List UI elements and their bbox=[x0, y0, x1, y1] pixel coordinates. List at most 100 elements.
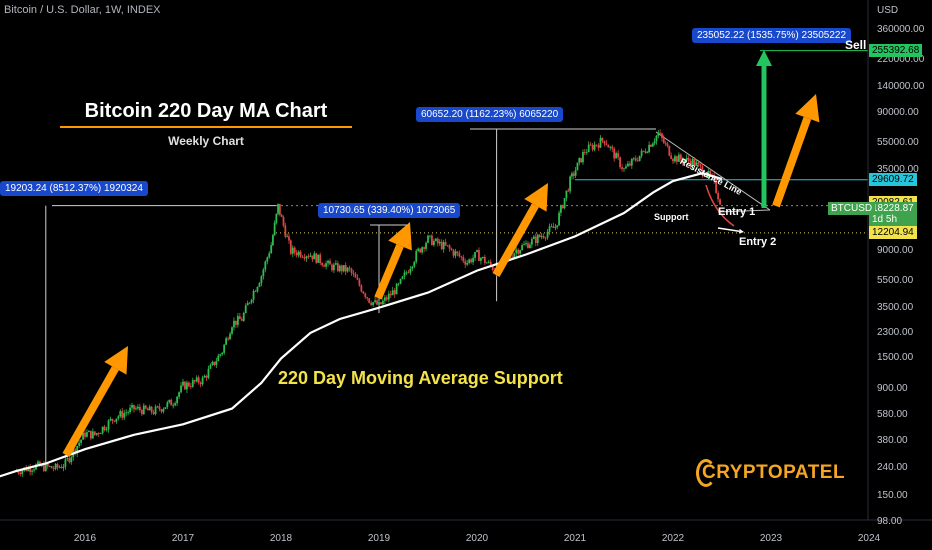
candle-body bbox=[540, 236, 543, 238]
candle-body bbox=[591, 145, 594, 150]
candle-body bbox=[193, 380, 196, 382]
candle-body bbox=[329, 260, 331, 265]
candle-body bbox=[625, 166, 627, 169]
candle-body bbox=[460, 256, 463, 258]
candle-body bbox=[415, 250, 418, 262]
candle-body bbox=[286, 236, 289, 238]
candle-body bbox=[603, 140, 606, 144]
candle-body bbox=[429, 235, 431, 237]
entry-triangle-base bbox=[717, 209, 771, 213]
candle-body bbox=[421, 247, 424, 253]
candle-body bbox=[593, 144, 596, 150]
candle-body bbox=[530, 238, 533, 245]
candle-body bbox=[317, 254, 320, 263]
candle-body bbox=[142, 405, 145, 415]
candle-body bbox=[50, 466, 53, 469]
orange-arrow-2019 bbox=[374, 222, 412, 300]
candle-body bbox=[235, 320, 237, 325]
candle-body bbox=[109, 418, 112, 421]
candle-body bbox=[309, 255, 312, 257]
y-tick-label: 150.00 bbox=[877, 490, 908, 502]
candle-body bbox=[595, 144, 598, 146]
candle-body bbox=[578, 158, 581, 163]
candle-body bbox=[571, 173, 573, 177]
y-axis-unit: USD bbox=[877, 5, 899, 16]
candle-body bbox=[164, 407, 167, 409]
candle-body bbox=[427, 235, 429, 243]
candle-body bbox=[454, 251, 457, 256]
candle-body bbox=[436, 238, 439, 244]
y-tick-label: 240.00 bbox=[877, 462, 908, 474]
y-tick-label: 2300.00 bbox=[877, 326, 914, 338]
candle-body bbox=[683, 160, 686, 163]
candle-body bbox=[348, 267, 351, 269]
candle-body bbox=[201, 377, 204, 385]
candle-body bbox=[113, 420, 116, 422]
candle-body bbox=[213, 361, 216, 366]
y-tick-label: 360000.00 bbox=[877, 24, 925, 35]
candle-body bbox=[223, 344, 226, 353]
y-tick-label: 5500.00 bbox=[877, 274, 914, 286]
candle-body bbox=[438, 241, 441, 244]
candle-body bbox=[197, 377, 200, 383]
y-tick-label: 140000.00 bbox=[877, 80, 925, 92]
candle-body bbox=[434, 238, 437, 241]
candle-body bbox=[679, 154, 682, 160]
candle-body bbox=[567, 190, 570, 192]
candle-body bbox=[180, 385, 182, 393]
candle-body bbox=[131, 404, 133, 408]
candle-body bbox=[215, 361, 218, 366]
candle-body bbox=[374, 300, 376, 303]
candle-body bbox=[313, 253, 316, 260]
white-projection-arrow bbox=[717, 227, 744, 234]
candle-body bbox=[115, 418, 118, 422]
candle-body bbox=[619, 157, 621, 168]
candle-body bbox=[676, 156, 678, 162]
candle-body bbox=[170, 399, 173, 406]
candle-body bbox=[707, 171, 710, 177]
y-tick-label: 3500.00 bbox=[877, 301, 914, 313]
candle-body bbox=[293, 247, 296, 253]
candle-body bbox=[380, 302, 382, 305]
candle-body bbox=[693, 158, 696, 166]
candle-body bbox=[123, 413, 126, 418]
sell-label: Sell bbox=[845, 38, 867, 52]
candle-body bbox=[358, 279, 361, 286]
candle-body bbox=[585, 151, 588, 153]
candle-body bbox=[356, 277, 359, 280]
candle-body bbox=[95, 433, 98, 435]
candle-body bbox=[129, 407, 131, 413]
candle-body bbox=[346, 267, 349, 272]
symbol-title: Bitcoin / U.S. Dollar, 1W, INDEX bbox=[4, 4, 161, 16]
candle-body bbox=[297, 251, 300, 256]
brand-name: CRYPTOPATEL bbox=[702, 462, 846, 483]
candle-body bbox=[37, 461, 39, 465]
candle-body bbox=[709, 171, 712, 175]
price-tag-symbol: BTCUSD bbox=[831, 202, 873, 214]
candle-body bbox=[178, 392, 180, 397]
candle-body bbox=[432, 240, 435, 246]
candle-body bbox=[609, 146, 612, 148]
candle-body bbox=[246, 303, 249, 306]
candle-body bbox=[315, 253, 318, 263]
bar-countdown: 1d 5h bbox=[872, 213, 898, 225]
x-tick-label: 2024 bbox=[857, 533, 881, 544]
red-projection-path bbox=[705, 184, 735, 227]
x-tick-label: 2022 bbox=[661, 533, 685, 544]
candle-body bbox=[56, 464, 59, 468]
y-tick-label: 98.00 bbox=[877, 516, 903, 527]
candle-body bbox=[395, 283, 398, 295]
candle-body bbox=[472, 257, 474, 263]
resistance-diagonal bbox=[655, 131, 771, 211]
candle-body bbox=[54, 464, 57, 469]
candle-body bbox=[103, 426, 106, 431]
candle-body bbox=[242, 313, 245, 321]
candle-body bbox=[376, 300, 378, 305]
candle-body bbox=[80, 439, 82, 443]
candle-body bbox=[272, 235, 274, 246]
candle-body bbox=[307, 256, 310, 258]
candle-body bbox=[385, 297, 388, 300]
candle-body bbox=[487, 261, 490, 263]
candle-body bbox=[117, 416, 120, 419]
candle-body bbox=[444, 242, 447, 246]
